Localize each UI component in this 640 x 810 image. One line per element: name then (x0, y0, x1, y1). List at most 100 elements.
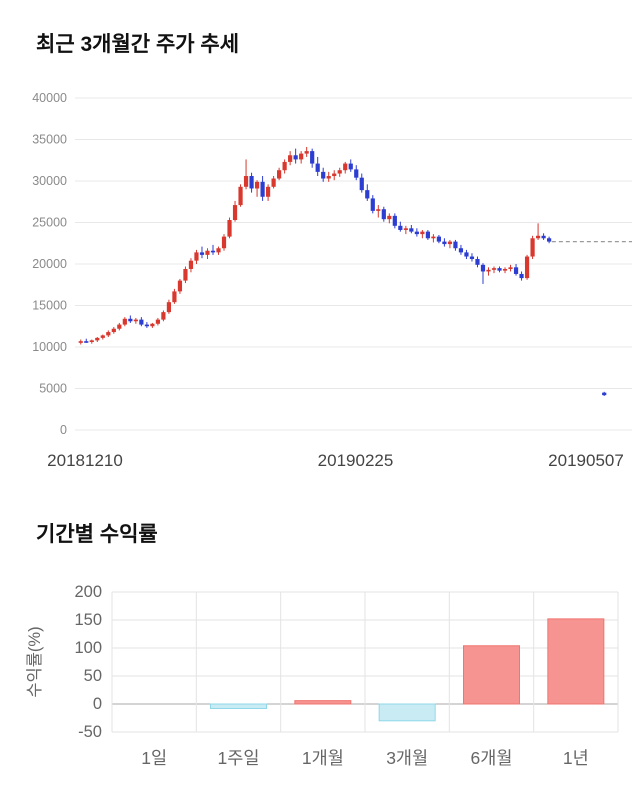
y-tick-label: 0 (60, 423, 67, 437)
candle-body (271, 178, 276, 187)
candle-body (475, 259, 480, 265)
candle-body (403, 228, 408, 230)
candle-body (243, 176, 249, 187)
y-tick-label: 30000 (32, 174, 67, 188)
candle-body (348, 163, 353, 170)
candle-body (227, 220, 232, 237)
candle-body (541, 235, 546, 239)
candle-body (205, 250, 210, 255)
candle-body (199, 252, 205, 255)
y-tick-label: 50 (84, 667, 102, 685)
y-tick-label: 5000 (39, 382, 67, 396)
price-candlestick-chart: 0 5000 10000 15000 20000 25000 30000 35000 40000… (32, 91, 632, 470)
candle-body (194, 252, 199, 261)
x-category-label: 1개월 (302, 748, 344, 768)
candle-body (436, 236, 442, 242)
candle-body (84, 341, 89, 343)
candle-body (392, 215, 397, 226)
candle-body (387, 215, 392, 220)
candle-body (249, 176, 254, 189)
candle-body (265, 186, 271, 197)
y-tick-label: 40000 (32, 91, 67, 105)
candle-body (502, 268, 508, 271)
candle-body (332, 173, 337, 177)
candle-body (172, 291, 177, 303)
y-axis-title: 수익률(%) (25, 626, 44, 697)
x-category-label: 1주일 (218, 748, 260, 768)
candle-body (78, 341, 83, 343)
x-tick-label: 20190225 (318, 451, 394, 470)
candle-body (381, 209, 386, 220)
candle-body (299, 153, 304, 160)
candle-body (310, 151, 315, 164)
x-category-label: 6개월 (471, 748, 513, 768)
candle-body (183, 268, 188, 281)
candle-body (414, 231, 419, 235)
candle-body (547, 238, 552, 242)
candle-body (480, 264, 486, 272)
candle-body (442, 241, 447, 245)
candle-body (177, 280, 183, 292)
candle-body (260, 181, 265, 197)
candle-body (535, 235, 541, 239)
y-tick-label: -50 (78, 723, 102, 741)
y-tick-label: 20000 (32, 257, 67, 271)
candle-body (530, 238, 535, 257)
candle-body (188, 260, 194, 269)
candle-body (238, 186, 243, 206)
candle-body (420, 231, 425, 235)
return-bar (378, 703, 436, 722)
candle-body (398, 225, 403, 230)
y-tick-label: 150 (74, 611, 102, 629)
return-bar (294, 700, 352, 705)
candle-body (282, 161, 287, 171)
candle-body (519, 273, 524, 279)
candle-body (343, 163, 348, 171)
candle-body (150, 323, 155, 327)
x-category-label: 1일 (141, 748, 167, 768)
y-tick-label: 200 (74, 583, 102, 601)
candle-body (425, 231, 430, 239)
candle-body (304, 151, 309, 154)
candle-body (486, 269, 491, 272)
y-tick-label: 0 (93, 695, 102, 713)
return-bar (210, 703, 267, 709)
candle-body (354, 169, 359, 178)
x-tick-label: 20190507 (548, 451, 624, 470)
candle-body (232, 205, 238, 221)
candle-body (458, 248, 464, 253)
candle-body (524, 256, 530, 279)
candle-body (122, 318, 127, 325)
candle-body (497, 268, 502, 271)
return-bar (547, 618, 605, 705)
candle-body (602, 392, 607, 396)
candle-body (221, 236, 227, 249)
y-tick-label: 100 (74, 639, 102, 657)
candle-body (293, 155, 298, 160)
candle-body (210, 250, 216, 253)
candle-body (453, 241, 458, 249)
candle-body (359, 177, 364, 191)
price-chart-title: 최근 3개월간 주가 추세 (36, 33, 240, 56)
y-tick-label: 15000 (32, 299, 67, 313)
x-category-label: 1년 (563, 748, 589, 768)
candle-body (106, 332, 111, 336)
returns-bar-chart: -50 0 50 100 150 200 1일 1주일 1개월 3개월 6개월 1년 수익률(%) (25, 583, 619, 768)
candle-body (337, 170, 342, 174)
candle-body (288, 155, 293, 162)
candle-body (155, 319, 160, 324)
candle-body (409, 228, 414, 232)
candle-body (469, 256, 475, 260)
candle-body (254, 181, 260, 189)
y-tick-label: 10000 (32, 340, 67, 354)
candle-body (216, 248, 221, 253)
x-category-label: 3개월 (386, 748, 428, 768)
candle-body (95, 337, 100, 341)
candle-body (491, 268, 497, 270)
candle-body (321, 171, 326, 179)
candle-body (513, 267, 519, 274)
candle-body (128, 318, 133, 322)
candle-body (166, 302, 172, 313)
candle-body (139, 319, 144, 325)
